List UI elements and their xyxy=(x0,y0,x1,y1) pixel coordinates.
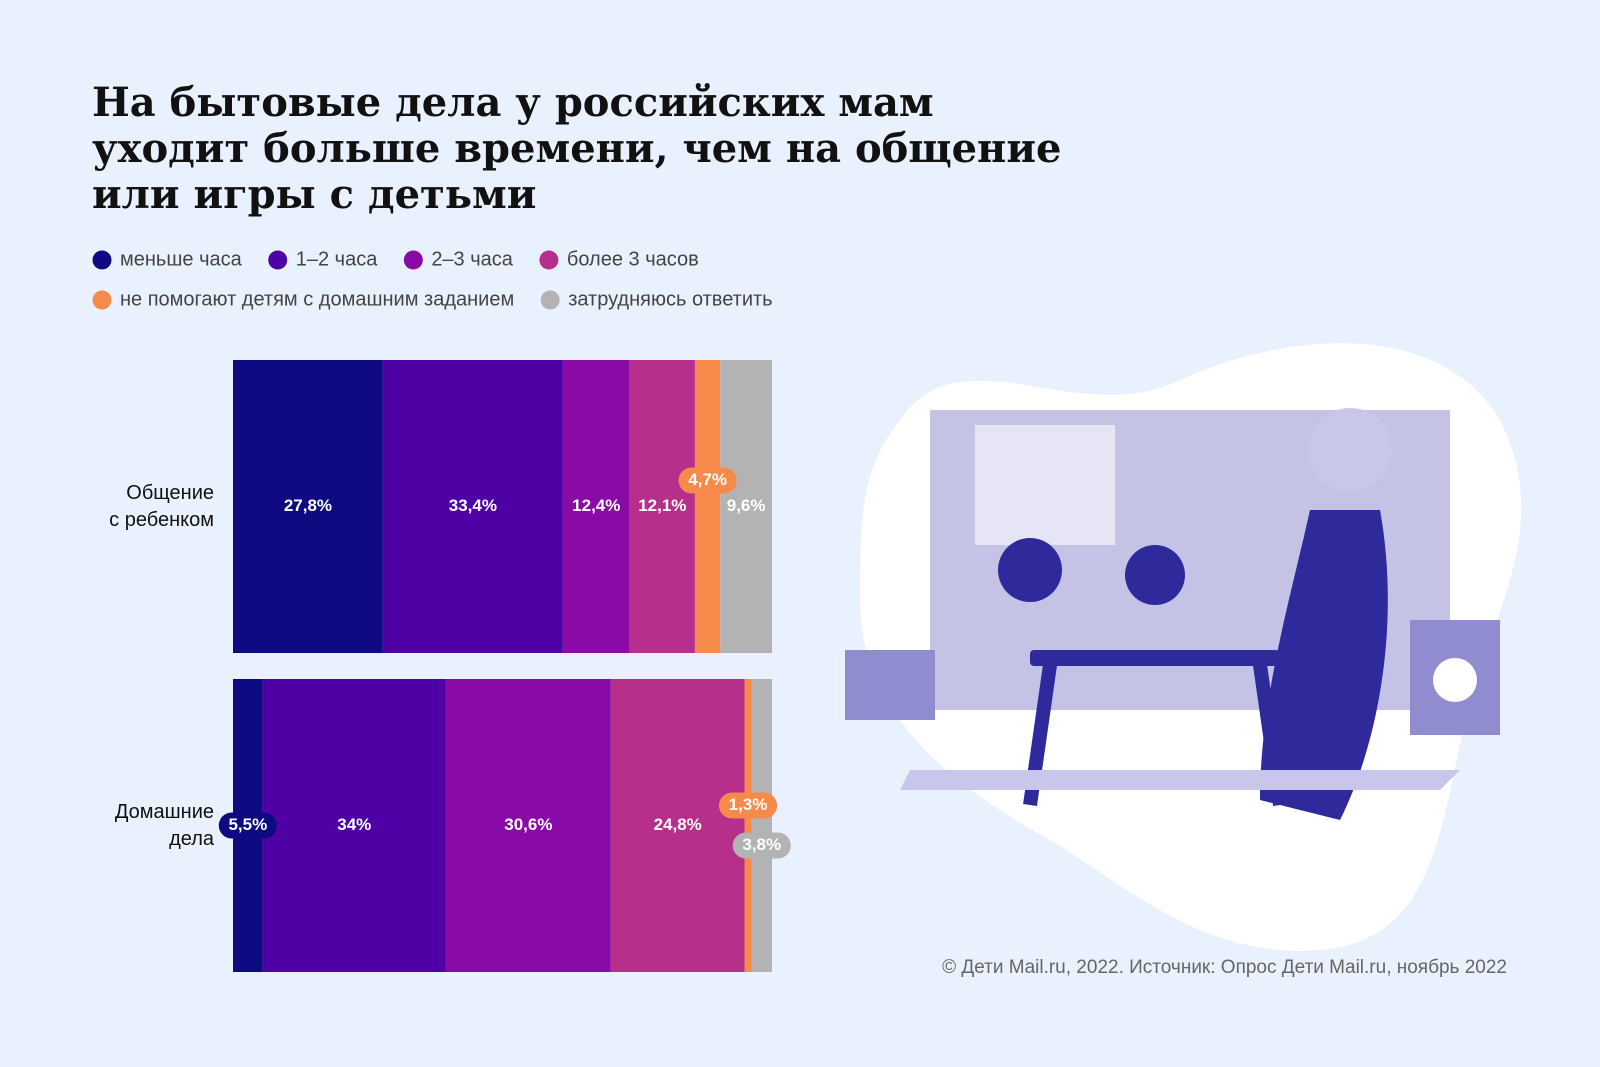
value-label: 24,8% xyxy=(654,815,702,834)
bar-segment xyxy=(445,679,611,972)
value-label: 27,8% xyxy=(284,496,332,515)
legend-label: меньше часа xyxy=(120,248,243,270)
value-label: 3,8% xyxy=(742,835,781,854)
value-label-badge xyxy=(678,467,737,494)
value-label-badge xyxy=(218,812,277,839)
value-label: 4,7% xyxy=(688,470,727,489)
value-label-badge xyxy=(718,792,778,819)
value-label-badge xyxy=(732,832,791,859)
value-label: 1,3% xyxy=(729,795,768,814)
legend-marker xyxy=(268,250,288,270)
legend-label: 1–2 часа xyxy=(296,248,378,270)
y-tick-label: Домашние xyxy=(115,801,214,823)
bar-segment xyxy=(262,679,446,972)
chart-title: уходит больше времени, чем на общение xyxy=(92,125,1061,172)
chart-title: или игры с детьми xyxy=(92,171,536,218)
chart-title: На бытовые дела у российских мам xyxy=(92,79,934,126)
value-label: 30,6% xyxy=(504,815,552,834)
bar-segment xyxy=(744,679,752,972)
legend-marker xyxy=(539,250,559,270)
y-tick-label: с ребенком xyxy=(109,509,214,531)
legend-label: более 3 часов xyxy=(567,248,699,270)
value-label: 9,6% xyxy=(727,496,766,515)
bar-segment xyxy=(562,360,630,653)
bar-segment xyxy=(694,360,721,653)
bar-segment xyxy=(720,360,772,653)
legend-label: не помогают детям с домашним заданием xyxy=(120,288,514,310)
bar-segment xyxy=(751,679,772,972)
value-label: 33,4% xyxy=(449,496,497,515)
legend-marker xyxy=(92,250,112,270)
y-tick-label: Общение xyxy=(126,482,214,504)
value-label: 12,1% xyxy=(638,496,686,515)
legend-marker xyxy=(540,290,560,310)
bar-segment xyxy=(610,679,745,972)
illustration xyxy=(845,343,1522,951)
legend-label: затрудняюсь ответить xyxy=(568,288,772,310)
y-tick-label: дела xyxy=(169,828,215,850)
bar-segment xyxy=(629,360,695,653)
legend-marker xyxy=(403,250,423,270)
legend-label: 2–3 часа xyxy=(431,248,513,270)
value-label: 34% xyxy=(337,815,371,834)
source-note: © Дети Mail.ru, 2022. Источник: Опрос Де… xyxy=(942,957,1507,978)
value-label: 12,4% xyxy=(572,496,620,515)
value-label: 5,5% xyxy=(228,815,267,834)
bar-segment xyxy=(382,360,563,653)
bar-segment xyxy=(233,360,383,653)
legend-marker xyxy=(92,290,112,310)
